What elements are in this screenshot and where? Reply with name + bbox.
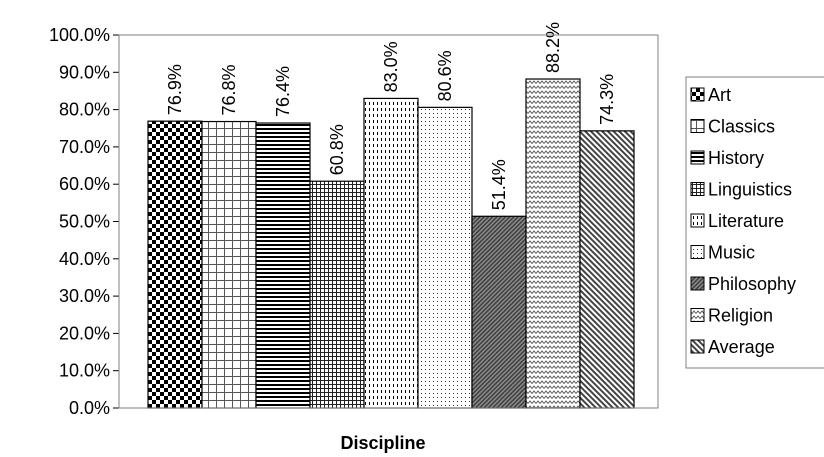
value-label-music: 80.6% <box>435 50 455 101</box>
y-axis: 0.0% 10.0% 20.0% 30.0% 40.0% 50.0% 60.0% 70.0% 8… <box>49 25 120 418</box>
legend-swatch-history <box>690 150 705 165</box>
legend-label-art: Art <box>708 85 731 105</box>
legend-label-music: Music <box>708 243 755 263</box>
value-label-history: 76.4% <box>273 66 293 117</box>
y-tick-label: 0.0% <box>69 398 110 418</box>
y-tick-label: 20.0% <box>59 323 110 343</box>
y-tick-label: 60.0% <box>59 174 110 194</box>
legend-swatch-average <box>690 339 705 354</box>
value-label-classics: 76.8% <box>219 64 239 115</box>
bar-literature <box>363 97 419 409</box>
legend-swatch-music <box>690 245 705 259</box>
bar-history <box>255 122 311 409</box>
legend-label-linguistics: Linguistics <box>708 180 792 200</box>
value-label-art: 76.9% <box>165 64 185 115</box>
value-labels: 76.9% 76.8% 76.4% 60.8% 83.0% 80.6% 51.4% 88.2%… <box>165 22 617 210</box>
y-tick-label: 10.0% <box>59 361 110 381</box>
bar-average <box>579 130 635 409</box>
legend-swatch-religion <box>690 308 705 322</box>
legend-swatch-linguistics <box>690 182 705 196</box>
bar-philosophy <box>471 215 527 409</box>
bar-art <box>147 120 203 409</box>
bar-linguistics <box>309 180 365 409</box>
legend-frame <box>685 76 824 369</box>
x-axis-title: Discipline <box>340 433 425 453</box>
y-tick-label: 50.0% <box>59 212 110 232</box>
bar-music <box>417 106 473 409</box>
bar-classics <box>201 120 257 409</box>
bar-religion <box>525 78 581 409</box>
y-tick-label: 40.0% <box>59 249 110 269</box>
bars <box>119 78 658 409</box>
value-label-literature: 83.0% <box>381 41 401 92</box>
value-label-average: 74.3% <box>597 74 617 125</box>
legend: Art Classics History Linguistics Literature M… <box>685 76 824 369</box>
legend-label-literature: Literature <box>708 211 784 231</box>
legend-swatch-philosophy <box>690 276 705 291</box>
y-tick-label: 90.0% <box>59 62 110 82</box>
y-tick-label: 100.0% <box>49 25 110 45</box>
legend-swatch-classics <box>690 119 705 133</box>
value-label-linguistics: 60.8% <box>327 124 347 175</box>
legend-swatch-literature <box>690 213 705 228</box>
value-label-religion: 88.2% <box>543 22 563 73</box>
value-label-philosophy: 51.4% <box>489 159 509 210</box>
y-tick-label: 70.0% <box>59 137 110 157</box>
legend-swatch-art <box>690 87 705 102</box>
legend-label-classics: Classics <box>708 117 775 137</box>
y-tick-label: 30.0% <box>59 286 110 306</box>
legend-label-philosophy: Philosophy <box>708 274 796 294</box>
plot-area-frame <box>118 34 659 409</box>
legend-label-religion: Religion <box>708 306 773 326</box>
y-tick-label: 80.0% <box>59 100 110 120</box>
legend-label-average: Average <box>708 337 775 357</box>
legend-label-history: History <box>708 148 764 168</box>
